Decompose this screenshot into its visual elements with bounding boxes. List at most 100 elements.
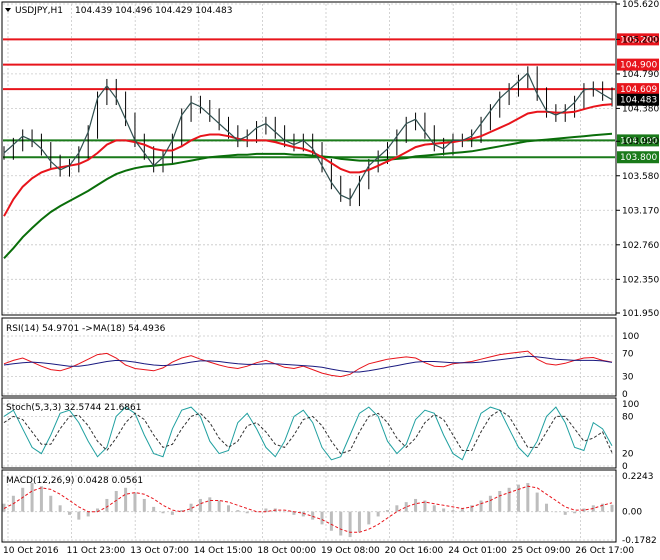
rsi-line	[3, 350, 613, 378]
macd-panel[interactable]	[1, 469, 617, 543]
macd-bar	[479, 500, 483, 512]
macd-tick-label: -0.1782	[622, 536, 657, 546]
macd-bar	[329, 511, 333, 531]
macd-bar	[554, 511, 558, 513]
macd-bar	[395, 505, 399, 512]
macd-bar	[49, 495, 53, 512]
macd-bar	[2, 503, 6, 512]
macd-bar	[208, 497, 212, 512]
y-tick-label: 104.790	[622, 70, 659, 80]
macd-bar	[376, 511, 380, 517]
macd-bar	[386, 510, 390, 512]
macd-bar	[86, 511, 90, 517]
x-axis-labels: 10 Oct 2016 11 Oct 23:00 13 Oct 07:00 14 Oc…	[3, 546, 634, 556]
y-tick-label: 101.950	[622, 309, 659, 319]
macd-bar	[292, 511, 296, 515]
macd-bar	[320, 511, 324, 525]
level-tag-label: 104.000	[620, 136, 657, 146]
macd-bar	[30, 483, 34, 512]
triangle-down-icon[interactable]	[5, 8, 11, 12]
macd-bar	[170, 511, 174, 515]
x-tick-label: 11 Oct 23:00	[67, 546, 126, 556]
y-tick-label: 105.620	[622, 0, 659, 10]
macd-bar	[198, 498, 202, 512]
current-price-label: 104.483	[620, 96, 657, 106]
ma-red-line	[3, 103, 613, 217]
price-panel[interactable]	[1, 1, 617, 316]
x-tick-label: 13 Oct 07:00	[130, 546, 189, 556]
rsi-title: RSI(14) 54.9701 ->MA(18) 54.4936	[6, 324, 166, 334]
macd-bar	[414, 498, 418, 512]
macd-bar	[133, 492, 137, 512]
close-line	[3, 71, 613, 201]
macd-bar	[226, 505, 230, 512]
macd-bar	[470, 505, 474, 512]
x-tick-label: 18 Oct 00:00	[257, 546, 316, 556]
y-axis-labels: 105.620 105.200 104.790 104.380 103.990 103.5…	[616, 0, 659, 546]
macd-bar	[498, 490, 502, 512]
macd-bar	[21, 487, 25, 512]
x-tick-label: 20 Oct 16:00	[385, 546, 444, 556]
x-tick-label: 24 Oct 01:00	[448, 546, 507, 556]
stoch-d-line	[3, 409, 613, 455]
macd-bar	[404, 502, 408, 512]
y-tick-label: 103.170	[622, 206, 659, 216]
price-title: USDJPY,H1	[15, 6, 63, 16]
current-price-tag	[617, 93, 659, 106]
macd-bar	[142, 498, 146, 512]
stoch-title: Stoch(5,3,3) 32.5744 21.6861	[6, 403, 141, 413]
rsi-panel[interactable]	[1, 317, 617, 397]
x-tick-label: 19 Oct 08:00	[321, 546, 380, 556]
stoch-panel[interactable]	[1, 397, 617, 469]
macd-tick-label: 0.00	[622, 508, 642, 518]
x-tick-label: 26 Oct 17:00	[575, 546, 634, 556]
level-tag-label: 104.900	[620, 61, 657, 71]
macd-bar	[601, 503, 605, 512]
rsi-tick-label: 100	[622, 332, 639, 342]
rsi-tick-label: 0	[622, 390, 628, 400]
macd-bar	[488, 495, 492, 512]
stoch-tick-label: 20	[622, 450, 634, 460]
macd-bar	[432, 505, 436, 512]
level-tag	[617, 83, 659, 96]
macd-bar	[423, 500, 427, 512]
macd-bar	[105, 498, 109, 512]
x-tick-label: 25 Oct 09:00	[512, 546, 571, 556]
price-ohlc: 104.439 104.496 104.429 104.483	[75, 6, 232, 16]
macd-bar	[535, 492, 539, 512]
level-tag-label: 103.800	[620, 153, 657, 163]
y-tick-label: 104.380	[622, 104, 659, 114]
macd-bar	[77, 511, 81, 520]
stoch-tick-label: 0	[622, 462, 628, 472]
ma-green-line	[3, 132, 613, 259]
macd-bar	[348, 511, 352, 538]
macd-bar	[96, 508, 100, 512]
macd-series	[2, 483, 614, 538]
stoch-series	[3, 406, 613, 461]
macd-bar	[180, 510, 184, 512]
macd-bar	[67, 511, 71, 515]
macd-bar	[545, 503, 549, 512]
macd-bar	[161, 511, 165, 514]
macd-bar	[339, 511, 343, 536]
y-tick-label: 102.350	[622, 275, 659, 285]
level-tag	[617, 58, 659, 71]
macd-bar	[460, 508, 464, 512]
macd-bar	[189, 503, 193, 512]
macd-bar	[124, 487, 128, 512]
x-tick-label: 14 Oct 15:00	[194, 546, 253, 556]
level-tag-label: 104.609	[620, 85, 657, 95]
level-tag	[617, 33, 659, 46]
macd-signal-line	[3, 485, 613, 533]
macd-bar	[573, 511, 577, 514]
rsi-ma-line	[3, 355, 613, 373]
macd-bar	[255, 511, 259, 513]
rsi-tick-label: 30	[622, 373, 634, 383]
level-tag	[617, 151, 659, 164]
macd-bar	[357, 511, 361, 533]
rsi-tick-label: 70	[622, 349, 634, 359]
level-tag-label: 105.200	[620, 35, 657, 45]
macd-bar	[610, 504, 614, 512]
macd-bar	[582, 508, 586, 512]
